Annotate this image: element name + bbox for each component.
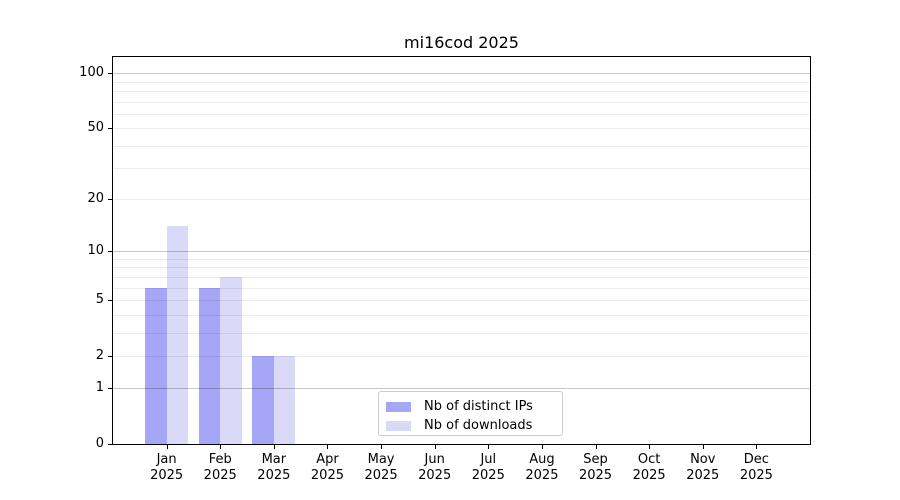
x-tick-year-feb: 2025 [203,468,237,483]
x-tick-label-aug: Aug 2025 [507,452,577,484]
gridline-minor-5 [113,300,810,302]
y-tick-label-10: 10 [87,243,104,259]
gridline-minor-6 [113,287,810,289]
x-tick-dec [756,445,758,449]
gridline-minor-40 [113,145,810,147]
x-tick-label-apr: Apr 2025 [292,452,362,484]
gridline-minor-80 [113,90,810,92]
gridline-minor-3 [113,332,810,334]
x-tick-month-feb: Feb [208,452,232,467]
x-tick-label-feb: Feb 2025 [185,452,255,484]
x-tick-year-jul: 2025 [471,468,505,483]
y-tick-5 [108,300,112,302]
x-tick-mar [273,445,275,449]
x-tick-year-oct: 2025 [632,468,666,483]
x-tick-nov [702,445,704,449]
chart-title: mi16cod 2025 [404,33,519,52]
gridline-minor-2 [113,355,810,357]
x-tick-oct [649,445,651,449]
gridline-minor-8 [113,267,810,269]
gridline-minor-50 [113,128,810,130]
x-tick-month-aug: Aug [529,452,555,467]
y-tick-label-100: 100 [79,65,104,81]
bar-nb-of-distinct-ips-jan [145,287,167,444]
gridline-minor-30 [113,168,810,170]
x-tick-month-jun: Jun [424,452,445,467]
x-tick-month-jan: Jan [156,452,177,467]
x-tick-jun [434,445,436,449]
legend: Nb of distinct IPs Nb of downloads [378,391,563,436]
x-tick-year-sep: 2025 [578,468,613,483]
x-tick-year-apr: 2025 [310,468,344,483]
legend-label-distinct-ips: Nb of distinct IPs [424,399,533,414]
x-tick-label-dec: Dec 2025 [721,452,791,484]
gridline-minor-4 [113,314,810,316]
x-tick-jan [166,445,168,449]
y-tick-1 [108,388,112,390]
legend-label-downloads: Nb of downloads [424,418,533,433]
legend-swatch-distinct-ips [386,401,411,412]
x-tick-month-may: May [367,452,395,467]
x-tick-label-jun: Jun 2025 [400,452,470,484]
x-tick-may [381,445,383,449]
y-tick-50 [108,128,112,130]
gridline-minor-20 [113,199,810,201]
plot-area [112,56,811,445]
gridline-minor-60 [113,113,810,115]
x-tick-month-nov: Nov [690,452,716,467]
x-tick-label-nov: Nov 2025 [668,452,738,484]
legend-entry-distinct-ips: Nb of distinct IPs [386,397,562,416]
y-tick-label-5: 5 [95,292,104,308]
y-tick-label-2: 2 [95,347,104,363]
y-tick-20 [108,199,112,201]
x-tick-aug [541,445,543,449]
x-tick-year-mar: 2025 [257,468,291,483]
x-tick-year-nov: 2025 [686,468,720,483]
bar-nb-of-downloads-feb [220,276,242,444]
y-tick-label-20: 20 [87,191,104,207]
legend-swatch-downloads [386,420,411,431]
gridline-minor-70 [113,101,810,103]
x-tick-year-jan: 2025 [150,468,184,483]
x-tick-apr [327,445,329,449]
x-tick-feb [220,445,222,449]
x-tick-label-jan: Jan 2025 [132,452,202,484]
x-tick-month-sep: Sep [583,452,608,467]
gridline-major-10 [113,251,810,253]
x-tick-year-jun: 2025 [418,468,452,483]
x-tick-label-jul: Jul 2025 [453,452,523,484]
y-tick-label-50: 50 [87,120,104,136]
y-tick-0 [108,444,112,445]
bar-nb-of-downloads-jan [166,226,189,444]
x-tick-jul [488,445,490,449]
y-tick-label-0: 0 [95,436,104,451]
bar-nb-of-downloads-mar [273,355,296,444]
x-tick-year-may: 2025 [364,468,398,483]
x-tick-label-mar: Mar 2025 [239,452,309,484]
x-tick-month-dec: Dec [743,452,769,467]
gridline-major-100 [113,73,810,75]
x-tick-month-oct: Oct [637,452,661,467]
x-tick-month-apr: Apr [316,452,339,467]
x-tick-label-oct: Oct 2025 [614,452,684,484]
y-tick-100 [108,73,112,75]
gridline-minor-90 [113,81,810,83]
x-tick-sep [595,445,597,449]
y-tick-2 [108,355,112,357]
gridline-minor-9 [113,259,810,260]
x-tick-label-may: May 2025 [346,452,416,484]
x-tick-month-mar: Mar [261,452,287,467]
x-tick-month-jul: Jul [480,452,497,467]
y-tick-10 [108,251,112,253]
gridline-minor-7 [113,276,810,278]
x-tick-year-aug: 2025 [525,468,559,483]
gridline-major-1 [113,388,810,390]
y-tick-label-1: 1 [95,380,104,396]
legend-entry-downloads: Nb of downloads [386,416,562,435]
x-tick-label-sep: Sep 2025 [561,452,631,484]
bar-nb-of-distinct-ips-feb [198,287,221,444]
x-tick-year-dec: 2025 [739,468,773,483]
bar-nb-of-distinct-ips-mar [252,355,274,444]
